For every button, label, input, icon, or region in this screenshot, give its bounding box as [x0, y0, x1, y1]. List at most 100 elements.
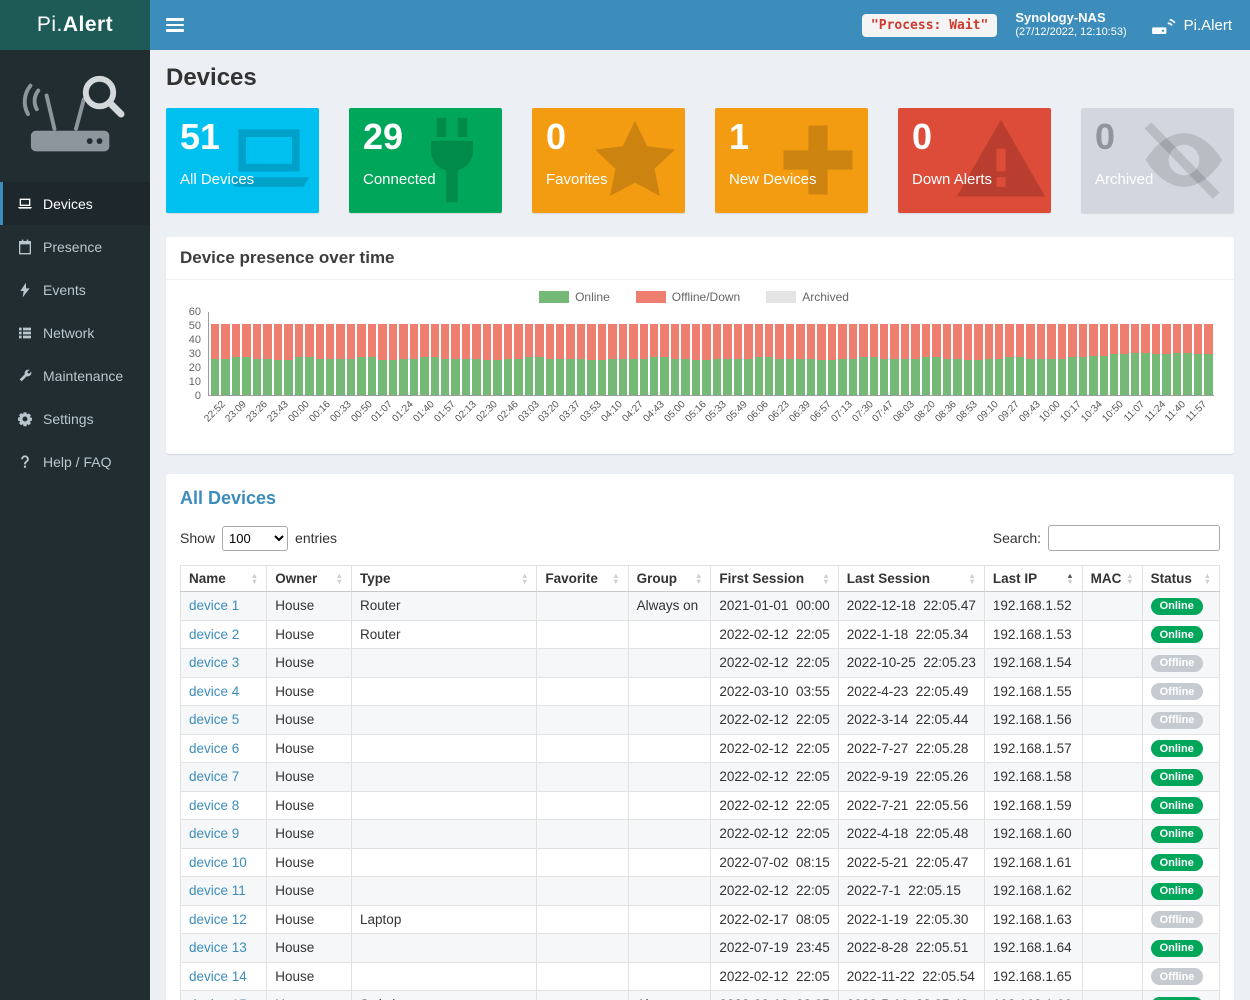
bar-segment-offline-down: [514, 323, 523, 359]
chart-bar: [1068, 312, 1077, 395]
cell-last-ip: 192.168.1.59: [983, 790, 1083, 820]
bar-segment-offline-down: [1204, 323, 1213, 355]
chart-bar: [932, 312, 941, 395]
device-link[interactable]: device 4: [189, 683, 240, 699]
column-header-group[interactable]: Group ▲ ▼: [627, 565, 712, 592]
search-input[interactable]: [1048, 525, 1220, 551]
infobox-connected[interactable]: 29 Connected: [349, 108, 502, 213]
column-header-type[interactable]: Type ▲ ▼: [351, 565, 538, 592]
cell-name: device 10: [179, 847, 268, 877]
cell-type: [351, 648, 538, 678]
sidebar-item-presence[interactable]: Presence: [0, 225, 150, 268]
sidebar-item-maintenance[interactable]: Maintenance: [0, 354, 150, 397]
chart-bar: [921, 312, 931, 395]
bar-segment-offline-down: [430, 323, 439, 358]
column-header-last-session[interactable]: Last Session ▲ ▼: [837, 565, 985, 592]
bar-segment-online: [514, 358, 523, 395]
sidebar-item-settings[interactable]: Settings: [0, 397, 150, 440]
device-link[interactable]: device 9: [189, 826, 240, 842]
cell-last-ip: 192.168.1.60: [983, 819, 1083, 849]
bar-segment-online: [1162, 354, 1171, 395]
bar-segment-online: [618, 358, 628, 395]
cell-name: device 4: [179, 676, 268, 706]
device-link[interactable]: device 14: [189, 968, 247, 984]
cell-group: [627, 705, 712, 735]
header-brand-link[interactable]: Pi.Alert: [1145, 16, 1238, 35]
bar-segment-online: [388, 360, 398, 395]
app-logo[interactable]: Pi. Alert: [0, 0, 150, 50]
column-header-last-ip[interactable]: Last IP ▲ ▼: [983, 565, 1083, 592]
infobox-favorites[interactable]: 0 Favorites: [532, 108, 685, 213]
sidebar-item-help-faq[interactable]: Help / FAQ: [0, 440, 150, 483]
device-link[interactable]: device 1: [189, 598, 240, 614]
device-link[interactable]: device 11: [189, 883, 246, 899]
device-link[interactable]: device 13: [189, 940, 247, 956]
column-header-mac[interactable]: MAC ▲ ▼: [1081, 565, 1143, 592]
bar-segment-online: [535, 357, 544, 395]
device-link[interactable]: device 3: [189, 655, 240, 671]
sidebar-item-label: Settings: [43, 410, 94, 427]
bar-segment-offline-down: [681, 323, 690, 359]
bar-segment-online: [211, 358, 220, 395]
device-link[interactable]: device 2: [189, 626, 240, 642]
column-header-status[interactable]: Status ▲ ▼: [1141, 565, 1221, 592]
cell-last-session: 2022-11-22 22:05.54: [837, 961, 985, 991]
legend-online[interactable]: Online: [539, 290, 610, 304]
bar-segment-online: [503, 358, 513, 395]
column-header-name[interactable]: Name ▲ ▼: [179, 565, 268, 592]
chart-bar: [221, 312, 230, 395]
infobox-new-devices[interactable]: 1 New Devices: [715, 108, 868, 213]
cell-mac: [1081, 790, 1143, 820]
column-header-favorite[interactable]: Favorite ▲ ▼: [536, 565, 629, 592]
device-link[interactable]: device 10: [189, 854, 247, 870]
infobox-archived[interactable]: 0 Archived: [1081, 108, 1234, 213]
sort-icon: ▲ ▼: [1126, 570, 1134, 586]
bar-segment-online: [1078, 357, 1088, 395]
cell-owner: House: [266, 591, 353, 621]
cell-favorite: [536, 619, 629, 649]
bar-segment-online: [305, 357, 314, 395]
entries-select[interactable]: 100: [222, 525, 289, 551]
chart-bar: [1089, 312, 1098, 395]
bar-segment-offline-down: [660, 323, 669, 358]
cell-favorite: [536, 847, 629, 877]
bar-segment-offline-down: [1057, 323, 1067, 359]
legend-offline-down[interactable]: Offline/Down: [635, 290, 740, 304]
column-header-first-session[interactable]: First Session ▲ ▼: [710, 565, 839, 592]
bar-segment-offline-down: [367, 323, 377, 358]
cell-owner: House: [266, 990, 353, 1000]
cell-group: [627, 762, 712, 792]
cell-group: [627, 933, 712, 963]
column-header-owner[interactable]: Owner ▲ ▼: [266, 565, 353, 592]
devices-table: Name ▲ ▼ Owner ▲ ▼ Type ▲ ▼ Favorite ▲ ▼ Group ▲ ▼ Firs…: [179, 565, 1221, 1000]
sidebar-toggle-button[interactable]: [150, 5, 200, 45]
chart-bar: [305, 312, 314, 395]
device-link[interactable]: device 7: [189, 769, 240, 785]
sidebar-item-events[interactable]: Events: [0, 268, 150, 311]
y-tick-label: 50: [188, 320, 201, 332]
legend-label: Archived: [802, 290, 849, 304]
infobox-down-alerts[interactable]: 0 Down Alerts: [898, 108, 1051, 213]
device-link[interactable]: device 5: [189, 712, 240, 728]
device-link[interactable]: device 12: [189, 911, 247, 927]
status-badge: Online: [1150, 626, 1203, 643]
bar-segment-offline-down: [712, 323, 722, 359]
status-badge: Online: [1150, 797, 1203, 814]
status-badge: Offline: [1150, 654, 1204, 672]
infobox-all-devices[interactable]: 51 All Devices: [166, 108, 319, 213]
cell-favorite: [536, 790, 629, 820]
sidebar-item-devices[interactable]: Devices: [0, 182, 150, 225]
cell-last-ip: 192.168.1.55: [983, 676, 1083, 706]
gear-icon: [17, 411, 33, 427]
bar-segment-offline-down: [650, 323, 659, 358]
cell-owner: House: [266, 847, 353, 877]
sidebar-item-network[interactable]: Network: [0, 311, 150, 354]
cell-last-session: 2022-4-23 22:05.49: [837, 676, 985, 706]
device-link[interactable]: device 6: [189, 740, 240, 756]
legend-archived[interactable]: Archived: [766, 290, 849, 304]
cell-owner: House: [266, 790, 353, 820]
brand-text: Pi.: [36, 13, 63, 36]
device-link[interactable]: device 8: [189, 797, 240, 813]
device-link[interactable]: device 15: [189, 997, 247, 1000]
presence-chart[interactable]: Online Offline/Down Archived 0 10 20 30 40 50 60…: [166, 280, 1234, 454]
